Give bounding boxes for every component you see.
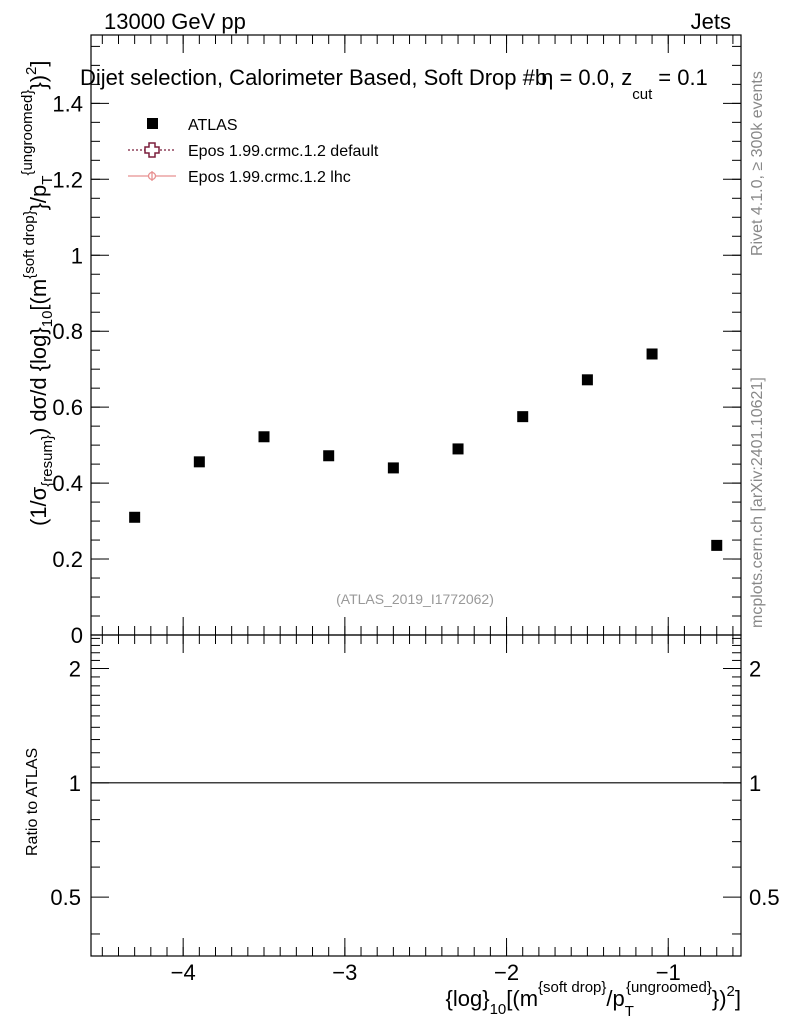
atlas-data-point (387, 462, 399, 474)
x-tick-label: −1 (656, 960, 681, 985)
atlas-data-point (646, 348, 658, 360)
atlas-data-point (258, 431, 270, 443)
y-tick-label: 0.8 (52, 319, 83, 344)
atlas-data-point (517, 411, 529, 423)
atlas-data-point (581, 374, 593, 386)
ratio-tick-label: 2 (69, 656, 81, 681)
header-right: Jets (691, 9, 731, 34)
rivet-label: Rivet 4.1.0, ≥ 300k events (749, 71, 766, 256)
x-tick-label: −2 (494, 960, 519, 985)
x-axis-label: {log}10[(m{soft drop}/pT{ungroomed}})2] (446, 979, 742, 1020)
y-tick-label: 0.4 (52, 471, 83, 496)
legend: ATLAS Epos 1.99.crmc.1.2 default Epos 1.… (128, 117, 379, 186)
atlas-data-point (129, 511, 141, 523)
chart-title: Dijet selection, Calorimeter Based, Soft… (80, 65, 708, 103)
legend-atlas-marker (147, 118, 158, 129)
ratio-y-axis-label: Ratio to ATLAS (24, 748, 41, 856)
y-tick-label: 1 (71, 243, 83, 268)
mcplots-label: mcplots.cern.ch [arXiv:2401.10621] (749, 377, 766, 628)
ratio-tick-label: 1 (69, 771, 81, 796)
legend-default-label: Epos 1.99.crmc.1.2 default (188, 143, 379, 160)
y-tick-label: 0.6 (52, 395, 83, 420)
data-points (129, 348, 723, 551)
y-tick-label: 0.2 (52, 547, 83, 572)
ratio-panel-frame (90, 634, 742, 957)
main-axis-ticks: 0 0.2 0.4 0.6 0.8 1 1.2 1.4 (52, 35, 741, 648)
atlas-data-point (452, 443, 464, 455)
x-tick-label: −3 (332, 960, 357, 985)
atlas-data-point (193, 456, 205, 468)
legend-atlas-label: ATLAS (188, 117, 238, 134)
analysis-watermark: (ATLAS_2019_I1772062) (336, 591, 494, 607)
y-tick-label: 0 (71, 623, 83, 648)
header-left: 13000 GeV pp (104, 9, 246, 34)
atlas-data-point (323, 450, 335, 462)
ratio-tick-label-right: 2 (749, 656, 761, 681)
y-tick-label: 1.4 (52, 91, 83, 116)
y-tick-label: 1.2 (52, 167, 83, 192)
legend-lhc-label: Epos 1.99.crmc.1.2 lhc (188, 169, 351, 186)
ratio-tick-label: 0.5 (50, 885, 81, 910)
ratio-axis-ticks: −4 −3 −2 −1 0.5 0.5 1 1 2 2 (50, 635, 780, 985)
legend-default-marker (144, 142, 160, 158)
ratio-tick-label-right: 0.5 (749, 885, 780, 910)
ratio-tick-label-right: 1 (749, 771, 761, 796)
y-axis-label: (1/σ{resum}) dσ/d {log}10[(m{soft drop}}… (19, 60, 56, 526)
x-tick-label: −4 (171, 960, 196, 985)
atlas-data-point (711, 539, 723, 551)
